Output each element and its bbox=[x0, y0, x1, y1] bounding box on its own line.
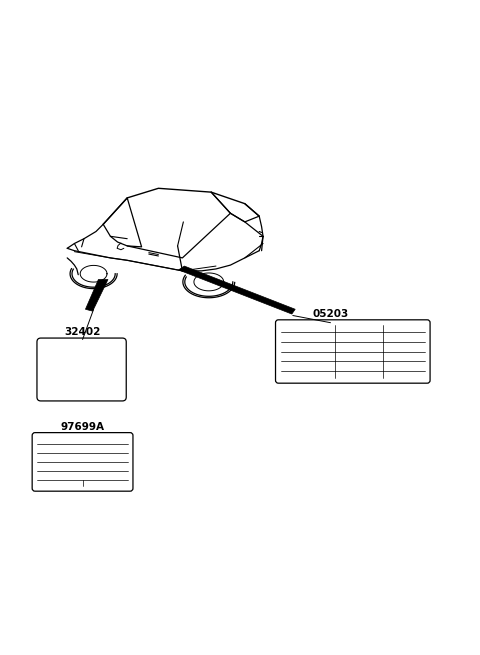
Polygon shape bbox=[179, 266, 295, 314]
FancyBboxPatch shape bbox=[37, 338, 126, 401]
Text: 05203: 05203 bbox=[312, 309, 348, 319]
FancyBboxPatch shape bbox=[32, 432, 133, 491]
Polygon shape bbox=[85, 280, 108, 311]
Text: 97699A: 97699A bbox=[60, 422, 105, 432]
Text: 32402: 32402 bbox=[64, 327, 101, 337]
FancyBboxPatch shape bbox=[276, 320, 430, 383]
